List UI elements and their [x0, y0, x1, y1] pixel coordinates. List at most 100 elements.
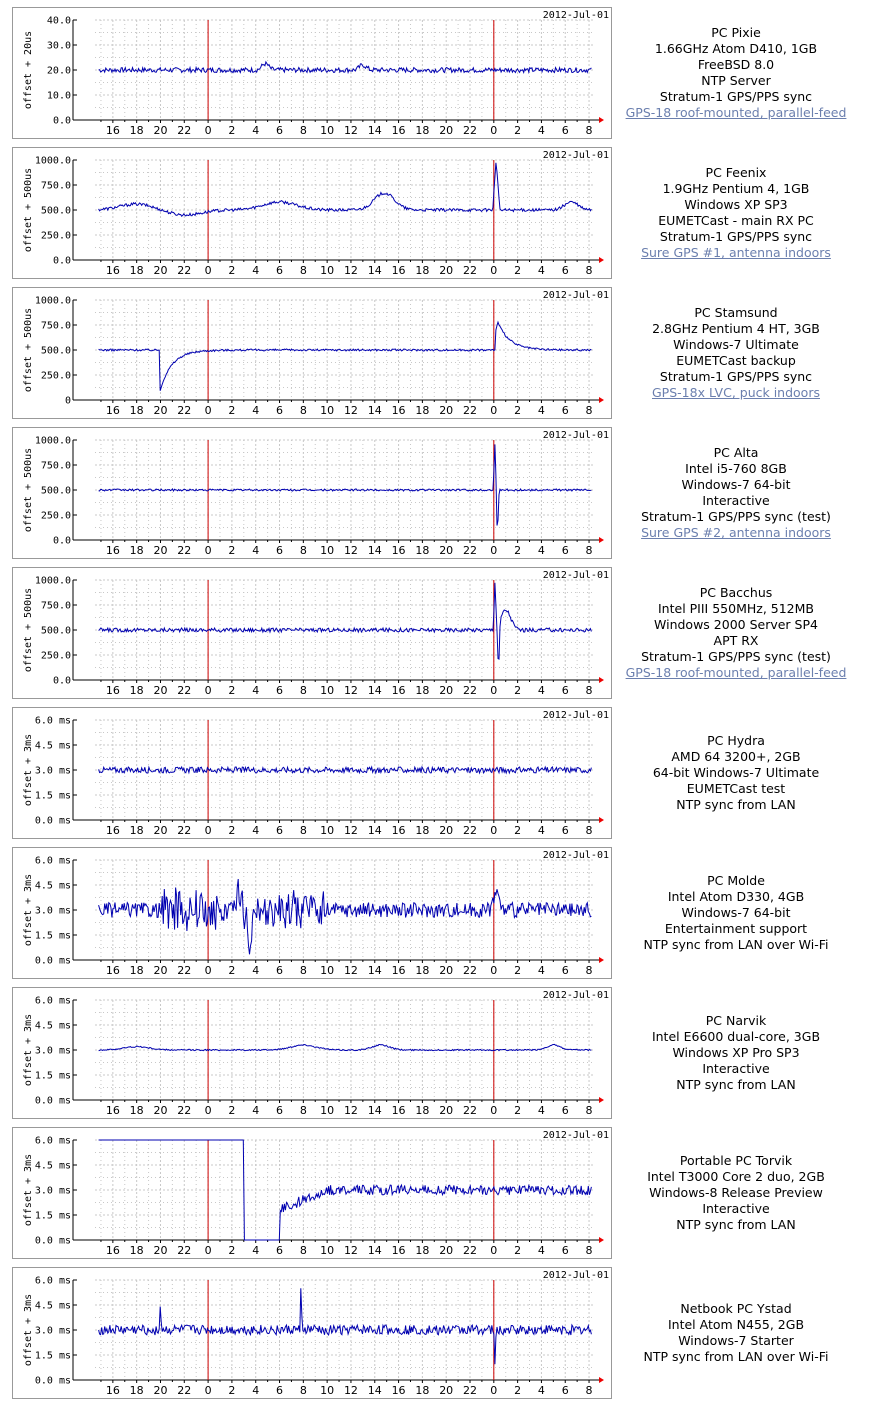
host-detail: Interactive — [702, 1061, 770, 1076]
x-tick-label: 20 — [439, 824, 453, 837]
x-tick-label: 10 — [320, 684, 334, 697]
gps-receiver-link[interactable]: Sure GPS #2, antenna indoors — [641, 525, 831, 540]
host-description: PC Alta Intel i5-760 8GB Windows-7 64-bit I… — [612, 427, 860, 559]
x-tick-label: 4 — [252, 684, 259, 697]
host-detail: EUMETCast - main RX PC — [658, 213, 814, 228]
host-detail: Interactive — [702, 493, 770, 508]
x-tick-label: 4 — [252, 1384, 259, 1397]
chart-date: 2012-Jul-01 — [543, 570, 609, 581]
x-tick-label: 2 — [228, 124, 235, 137]
host-detail: EUMETCast test — [686, 781, 786, 796]
x-tick-label: 8 — [300, 684, 307, 697]
time-offset-chart: 2012-Jul-01 offset + 500us 0.0 250.0 500.0 75… — [12, 427, 612, 559]
panel-row: 2012-Jul-01 offset + 20us 0.0 10.0 20.0 30.0 4… — [0, 7, 870, 147]
gps-receiver-link[interactable]: Sure GPS #1, antenna indoors — [641, 245, 831, 260]
gps-receiver-link[interactable]: GPS-18x LVC, puck indoors — [652, 385, 820, 400]
x-tick-label: 16 — [106, 544, 120, 557]
x-tick-label: 18 — [130, 1384, 144, 1397]
x-tick-label: 14 — [368, 1384, 382, 1397]
x-tick-label: 20 — [439, 404, 453, 417]
x-tick-label: 20 — [153, 1104, 167, 1117]
x-tick-label: 18 — [130, 964, 144, 977]
y-axis-label: offset + 3ms — [23, 874, 34, 946]
x-tick-label: 2 — [514, 544, 521, 557]
gps-receiver-link[interactable]: GPS-18 roof-mounted, parallel-feed — [625, 105, 847, 120]
axis-arrow-icon — [599, 537, 604, 543]
host-detail: NTP sync from LAN — [676, 1217, 796, 1232]
offset-trace — [98, 765, 592, 775]
offset-trace — [98, 162, 592, 217]
x-tick-label: 22 — [463, 404, 477, 417]
host-detail: NTP sync from LAN — [676, 797, 796, 812]
y-axis-label: offset + 3ms — [23, 734, 34, 806]
y-tick-label: 3.0 ms — [35, 766, 71, 777]
time-offset-chart: 2012-Jul-01 offset + 500us 0 250.0 500.0 750.… — [12, 287, 612, 419]
x-tick-label: 6 — [562, 1244, 569, 1257]
x-tick-label: 8 — [586, 544, 593, 557]
x-tick-label: 2 — [228, 824, 235, 837]
gps-receiver-link[interactable]: GPS-18 roof-mounted, parallel-feed — [625, 665, 847, 680]
x-tick-label: 16 — [392, 124, 406, 137]
x-tick-label: 10 — [320, 1384, 334, 1397]
x-tick-label: 14 — [368, 124, 382, 137]
x-tick-label: 0 — [490, 404, 497, 417]
time-offset-chart: 2012-Jul-01 offset + 3ms 0.0 ms 1.5 ms 3.0 m… — [12, 847, 612, 979]
y-tick-label: 0.0 ms — [35, 1376, 71, 1387]
chart-date: 2012-Jul-01 — [543, 10, 609, 21]
chart-date: 2012-Jul-01 — [543, 990, 609, 1001]
host-detail: 64-bit Windows-7 Ultimate — [652, 765, 820, 780]
y-tick-label: 250.0 — [41, 651, 71, 662]
y-tick-label: 40.0 — [47, 16, 71, 27]
host-detail: 1.9GHz Pentium 4, 1GB — [662, 181, 810, 196]
x-tick-label: 18 — [415, 1384, 429, 1397]
panel-row: 2012-Jul-01 offset + 3ms 0.0 ms 1.5 ms 3.0 m… — [0, 1267, 870, 1407]
x-tick-label: 16 — [106, 1104, 120, 1117]
y-tick-label: 500.0 — [41, 346, 71, 357]
x-tick-label: 2 — [514, 964, 521, 977]
host-detail: Intel Atom D330, 4GB — [667, 889, 805, 904]
host-detail: Windows-8 Release Preview — [649, 1185, 823, 1200]
panel-row: 2012-Jul-01 offset + 500us 0.0 250.0 500.0 75… — [0, 147, 870, 287]
axis-arrow-icon — [599, 117, 604, 123]
x-tick-label: 2 — [228, 1244, 235, 1257]
x-tick-label: 8 — [586, 684, 593, 697]
x-tick-label: 6 — [562, 1104, 569, 1117]
x-tick-label: 8 — [300, 264, 307, 277]
x-tick-label: 2 — [228, 544, 235, 557]
axis-arrow-icon — [599, 397, 604, 403]
x-tick-label: 18 — [130, 824, 144, 837]
y-tick-label: 6.0 ms — [35, 1136, 71, 1147]
x-tick-label: 14 — [368, 404, 382, 417]
x-tick-label: 4 — [538, 684, 545, 697]
x-tick-label: 2 — [228, 684, 235, 697]
x-tick-label: 22 — [463, 684, 477, 697]
x-tick-label: 20 — [153, 544, 167, 557]
y-tick-label: 1.5 ms — [35, 1211, 71, 1222]
offset-trace — [98, 1139, 592, 1241]
chart-date: 2012-Jul-01 — [543, 1270, 609, 1281]
y-tick-label: 4.5 ms — [35, 1301, 71, 1312]
y-tick-label: 10.0 — [47, 91, 71, 102]
x-tick-label: 14 — [368, 964, 382, 977]
x-tick-label: 0 — [205, 1104, 212, 1117]
y-tick-label: 3.0 ms — [35, 1326, 71, 1337]
x-tick-label: 18 — [415, 1244, 429, 1257]
chart-svg: 2012-Jul-01 offset + 500us 0 250.0 500.0 750.… — [23, 290, 609, 417]
time-offset-chart: 2012-Jul-01 offset + 3ms 0.0 ms 1.5 ms 3.0 m… — [12, 1127, 612, 1259]
x-tick-label: 2 — [514, 1384, 521, 1397]
panel-row: 2012-Jul-01 offset + 3ms 0.0 ms 1.5 ms 3.0 m… — [0, 707, 870, 847]
x-tick-label: 16 — [106, 964, 120, 977]
x-tick-label: 0 — [205, 1244, 212, 1257]
chart-date: 2012-Jul-01 — [543, 430, 609, 441]
x-tick-label: 10 — [320, 824, 334, 837]
x-tick-label: 0 — [490, 964, 497, 977]
x-tick-label: 4 — [538, 544, 545, 557]
x-tick-label: 8 — [586, 404, 593, 417]
y-tick-label: 500.0 — [41, 206, 71, 217]
y-axis-label: offset + 20us — [23, 31, 34, 109]
host-detail: Intel i5-760 8GB — [685, 461, 787, 476]
y-tick-label: 1.5 ms — [35, 1351, 71, 1362]
